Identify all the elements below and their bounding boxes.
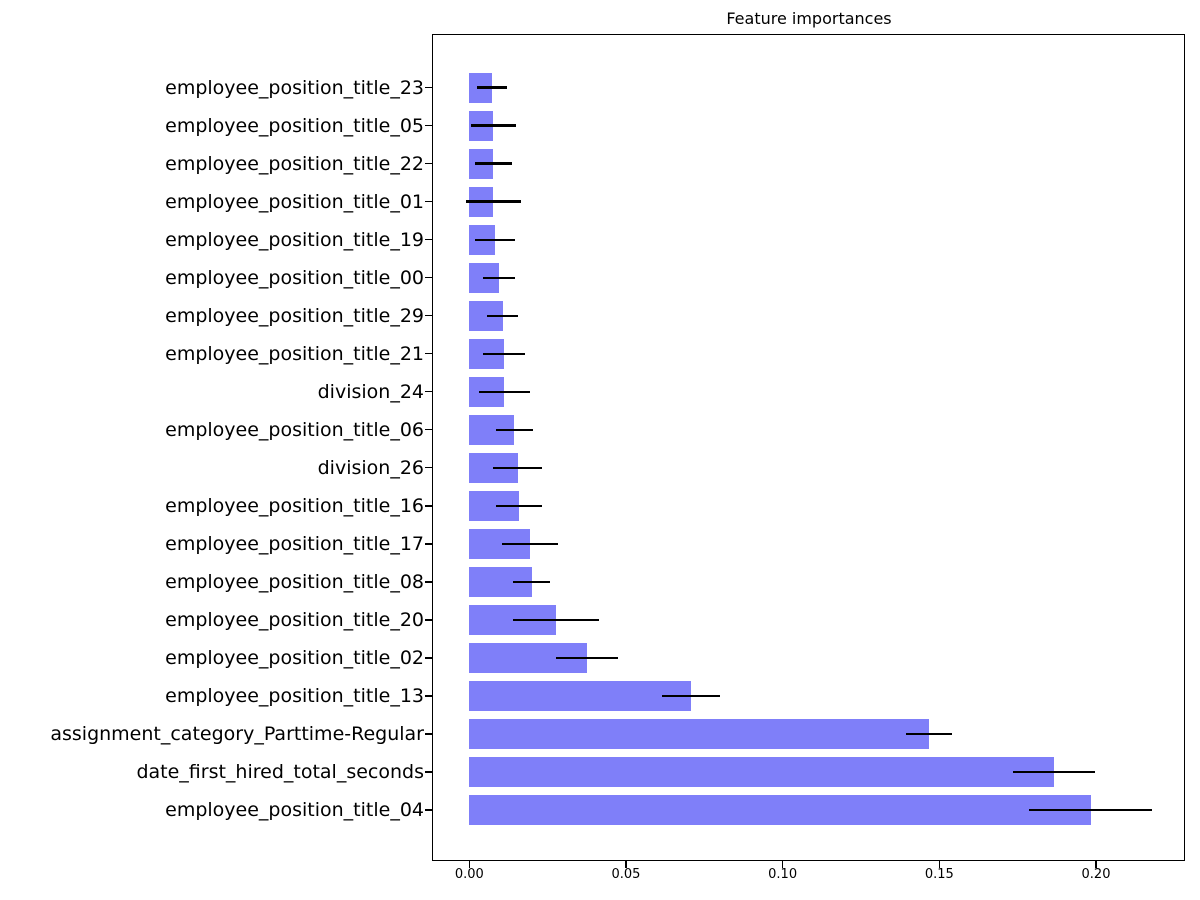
error-bar — [478, 390, 531, 393]
error-bar — [476, 86, 507, 89]
y-tick — [425, 429, 432, 431]
bar — [469, 795, 1091, 826]
error-bar — [662, 694, 720, 698]
y-tick — [425, 505, 432, 507]
error-bar — [493, 466, 542, 469]
x-tick-label: 0.10 — [768, 867, 798, 882]
y-tick-label: employee_position_title_08 — [165, 570, 424, 593]
x-tick-label: 0.00 — [454, 867, 484, 882]
y-tick — [425, 391, 432, 393]
bar — [469, 719, 929, 749]
x-tick-label: 0.20 — [1081, 867, 1111, 882]
y-tick — [425, 733, 432, 735]
error-bar — [1013, 770, 1095, 774]
error-bar — [483, 352, 526, 355]
y-tick-label: division_24 — [317, 380, 424, 403]
y-tick — [425, 353, 432, 355]
y-tick — [425, 543, 432, 545]
error-bar — [474, 238, 516, 241]
error-bar — [474, 162, 513, 165]
y-tick-label: employee_position_title_06 — [165, 418, 424, 441]
y-tick — [425, 619, 432, 621]
x-tick — [781, 861, 784, 868]
error-bar — [495, 504, 542, 507]
y-tick — [425, 238, 432, 241]
error-bar — [465, 200, 521, 203]
y-tick-label: employee_position_title_20 — [165, 608, 424, 631]
error-bar — [512, 618, 600, 621]
error-bar — [471, 124, 516, 127]
y-tick-label: date_first_hired_total_seconds — [136, 761, 424, 784]
x-tick — [1095, 861, 1097, 868]
x-tick-label: 0.15 — [924, 867, 954, 882]
y-tick-label: division_26 — [317, 456, 424, 479]
y-tick — [425, 86, 432, 89]
y-tick-label: employee_position_title_04 — [165, 799, 424, 822]
error-bar — [501, 542, 559, 545]
y-tick — [425, 124, 432, 127]
y-tick-label: employee_position_title_17 — [165, 532, 424, 555]
y-tick-label: employee_position_title_02 — [165, 646, 424, 669]
x-tick-label: 0.05 — [611, 867, 641, 882]
bar — [469, 757, 1054, 788]
y-tick — [425, 200, 432, 203]
y-tick — [425, 771, 432, 773]
error-bar — [906, 732, 952, 736]
y-tick-label: assignment_category_Parttime-Regular — [50, 723, 424, 745]
error-bar — [513, 580, 551, 583]
error-bar — [556, 656, 618, 660]
error-bar — [1028, 808, 1153, 812]
y-tick — [425, 276, 432, 279]
y-tick — [425, 695, 432, 697]
y-tick — [425, 467, 432, 469]
y-tick-label: employee_position_title_19 — [165, 228, 424, 251]
chart-title: Feature importances — [726, 9, 892, 28]
y-tick-label: employee_position_title_29 — [165, 304, 424, 327]
error-bar — [495, 428, 534, 431]
y-tick — [425, 162, 432, 165]
x-tick — [625, 861, 627, 868]
x-tick — [468, 861, 470, 868]
bar — [469, 680, 692, 711]
y-tick-label: employee_position_title_05 — [165, 114, 424, 137]
x-tick — [938, 861, 941, 868]
y-tick-label: employee_position_title_13 — [165, 684, 424, 707]
y-tick-label: employee_position_title_01 — [165, 190, 424, 213]
y-tick — [425, 314, 432, 317]
y-tick-label: employee_position_title_22 — [165, 152, 424, 175]
y-tick-label: employee_position_title_16 — [165, 494, 424, 517]
y-tick-label: employee_position_title_23 — [165, 76, 424, 99]
y-tick-label: employee_position_title_00 — [165, 266, 424, 289]
y-tick — [425, 657, 432, 659]
y-tick — [425, 581, 432, 583]
y-tick — [425, 809, 432, 811]
y-tick-label: employee_position_title_21 — [165, 342, 424, 365]
error-bar — [487, 314, 519, 317]
error-bar — [483, 276, 516, 279]
